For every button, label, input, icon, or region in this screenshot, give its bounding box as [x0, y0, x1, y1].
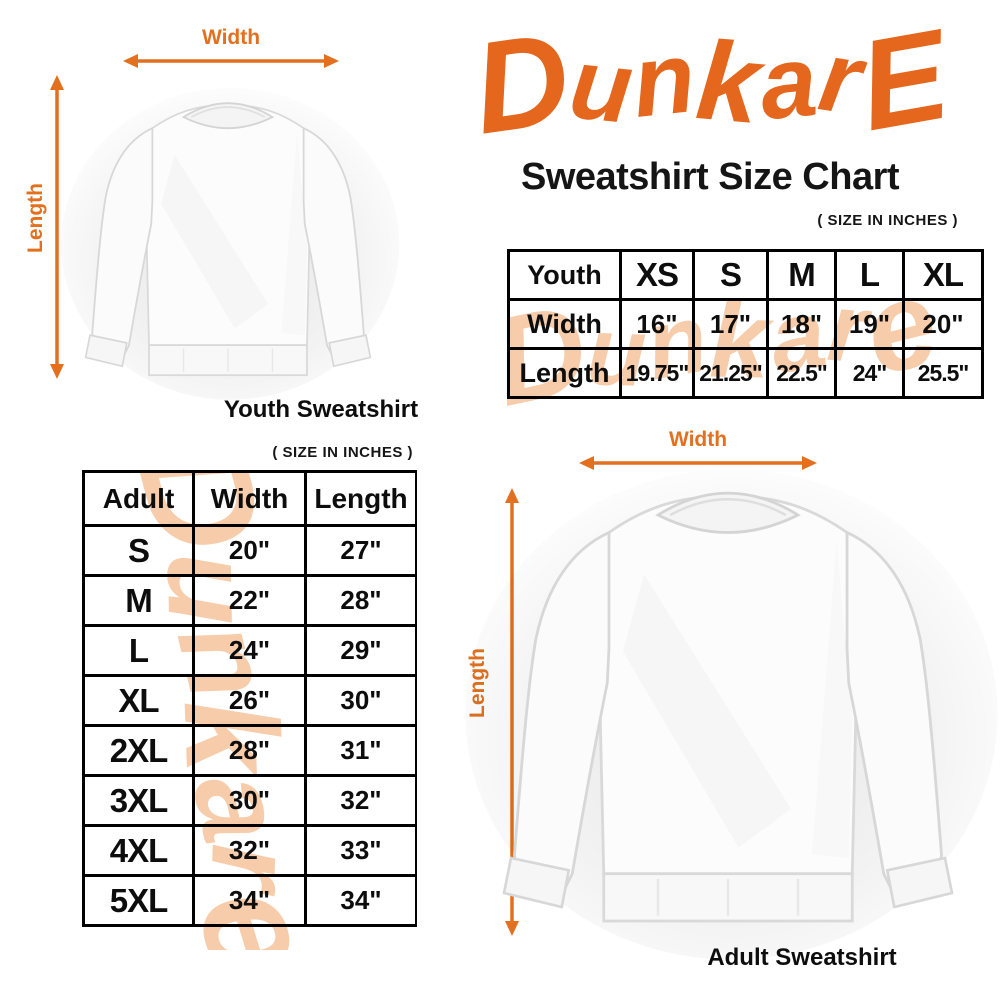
table-cell: 24"	[834, 347, 905, 399]
header-cell: Adult	[82, 470, 195, 527]
header-cell: M	[766, 249, 837, 301]
table-cell: 29"	[304, 624, 417, 677]
table-cell: 21.25"	[692, 347, 769, 399]
youth-length-arrow	[50, 75, 64, 379]
table-row: S 20" 27"	[82, 524, 417, 577]
table-cell: 27"	[304, 524, 417, 577]
youth-size-table: Dunkare Youth XS S M L XL Width 16" 17" …	[507, 249, 985, 409]
table-cell: 22.5"	[766, 347, 837, 399]
youth-width-arrow	[123, 54, 339, 68]
size-cell: 3XL	[82, 774, 195, 827]
header-cell: Length	[304, 470, 417, 527]
header-cell: Youth	[507, 249, 622, 301]
youth-width-label: Width	[201, 26, 261, 49]
row-label-cell: Length	[507, 347, 622, 399]
table-cell: 20"	[902, 298, 984, 350]
table-cell: 17"	[692, 298, 769, 350]
table-cell: 22"	[192, 574, 307, 627]
table-cell: 32"	[192, 824, 307, 877]
header-cell: Width	[192, 470, 307, 527]
size-cell: 2XL	[82, 724, 195, 777]
table-cell: 32"	[304, 774, 417, 827]
adult-width-label: Width	[668, 428, 728, 451]
adult-sweatshirt-image	[464, 468, 999, 961]
table-row: 3XL 30" 32"	[82, 774, 417, 827]
table-row: L 24" 29"	[82, 624, 417, 677]
table-cell: 18"	[766, 298, 837, 350]
youth-table-header-row: Youth XS S M L XL	[507, 249, 984, 301]
youth-width-row: Width 16" 17" 18" 19" 20"	[507, 298, 984, 350]
table-cell: 31"	[304, 724, 417, 777]
header-cell: S	[692, 249, 769, 301]
table-row: 4XL 32" 33"	[82, 824, 417, 877]
table-cell: 20"	[192, 524, 307, 577]
table-row: M 22" 28"	[82, 574, 417, 627]
adult-table-header-row: Adult Width Length	[82, 470, 417, 527]
adult-width-arrow	[579, 456, 817, 470]
header-cell: XL	[902, 249, 984, 301]
table-cell: 24"	[192, 624, 307, 677]
table-cell: 30"	[304, 674, 417, 727]
table-cell: 30"	[192, 774, 307, 827]
table-cell: 26"	[192, 674, 307, 727]
size-cell: L	[82, 624, 195, 677]
header-cell: XS	[619, 249, 695, 301]
table-cell: 16"	[619, 298, 695, 350]
size-cell: M	[82, 574, 195, 627]
table-cell: 34"	[304, 874, 417, 927]
size-cell: 5XL	[82, 874, 195, 927]
table-cell: 19.75"	[619, 347, 695, 399]
table-row: XL 26" 30"	[82, 674, 417, 727]
table-cell: 28"	[304, 574, 417, 627]
table-row: 2XL 28" 31"	[82, 724, 417, 777]
table-cell: 28"	[192, 724, 307, 777]
table-cell: 33"	[304, 824, 417, 877]
youth-figure-caption: Youth Sweatshirt	[223, 396, 419, 423]
size-cell: 4XL	[82, 824, 195, 877]
size-cell: XL	[82, 674, 195, 727]
youth-sweatshirt-image	[61, 88, 400, 400]
page-title: Sweatshirt Size Chart	[520, 156, 900, 198]
table-row: 5XL 34" 34"	[82, 874, 417, 927]
youth-length-label: Length	[24, 183, 47, 253]
header-cell: L	[834, 249, 905, 301]
youth-length-row: Length 19.75" 21.25" 22.5" 24" 25.5"	[507, 347, 984, 399]
adult-figure-caption: Adult Sweatshirt	[707, 944, 897, 971]
youth-size-note: ( SIZE IN INCHES )	[817, 212, 958, 229]
table-cell: 25.5"	[902, 347, 984, 399]
adult-size-note: ( SIZE IN INCHES )	[272, 444, 413, 461]
brand-logo: DunkarE	[464, 2, 958, 162]
row-label-cell: Width	[507, 298, 622, 350]
adult-size-table: Dunkare Adult Width Length S 20" 27" M 2…	[82, 470, 417, 950]
size-cell: S	[82, 524, 195, 577]
table-cell: 19"	[834, 298, 905, 350]
table-cell: 34"	[192, 874, 307, 927]
